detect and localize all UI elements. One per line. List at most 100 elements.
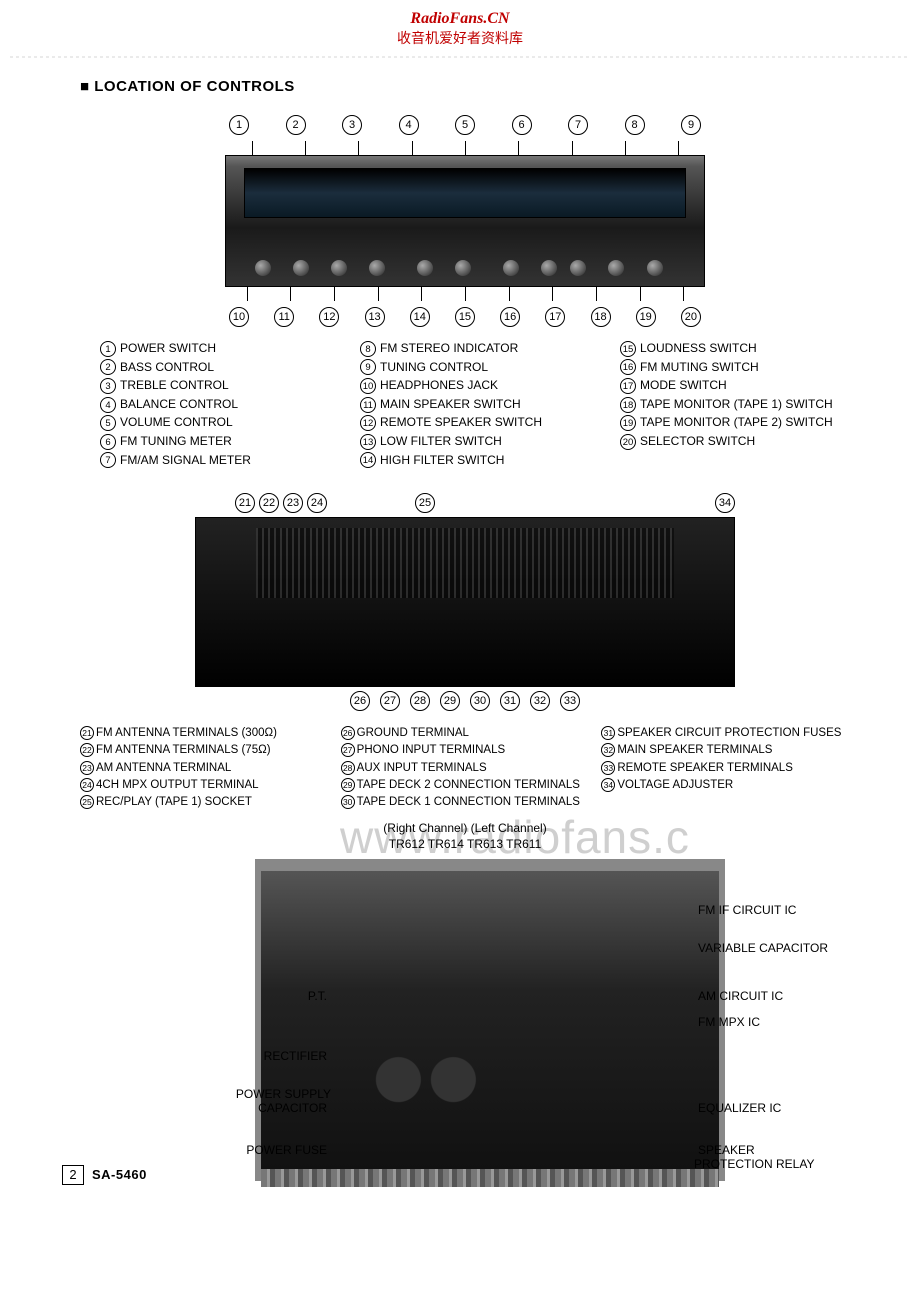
- legend-item-6: 6FM TUNING METER: [100, 432, 330, 451]
- legend-item-31: 31SPEAKER CIRCUIT PROTECTION FUSES: [601, 725, 850, 742]
- callout-31: 31: [500, 691, 520, 711]
- legend-item-32: 32MAIN SPEAKER TERMINALS: [601, 742, 850, 759]
- rear-legend-col3: 31SPEAKER CIRCUIT PROTECTION FUSES32MAIN…: [601, 725, 850, 811]
- knob: [369, 260, 385, 276]
- legend-item-10: 10HEADPHONES JACK: [360, 376, 590, 395]
- callout-3: 3: [342, 115, 362, 135]
- callout-33: 33: [560, 691, 580, 711]
- callout-32: 32: [530, 691, 550, 711]
- callout-20: 20: [681, 307, 701, 327]
- watermark-line2: 收音机爱好者资料库: [0, 28, 920, 48]
- callout-30: 30: [470, 691, 490, 711]
- legend-item-15: 15LOUDNESS SWITCH: [620, 339, 850, 358]
- legend-item-5: 5VOLUME CONTROL: [100, 413, 330, 432]
- legend-item-2: 2BASS CONTROL: [100, 358, 330, 377]
- internal-label: AM CIRCUIT IC: [694, 989, 783, 1003]
- callout-25: 25: [415, 493, 435, 513]
- front-lines-top: [225, 141, 705, 155]
- legend-item-3: 3TREBLE CONTROL: [100, 376, 330, 395]
- legend-item-17: 17MODE SWITCH: [620, 376, 850, 395]
- callout-2: 2: [286, 115, 306, 135]
- knob: [417, 260, 433, 276]
- internal-label: P.T.: [308, 989, 331, 1003]
- callout-8: 8: [625, 115, 645, 135]
- callout-14: 14: [410, 307, 430, 327]
- channel-labels: (Right Channel) (Left Channel) TR612 TR6…: [80, 821, 850, 852]
- front-lines-bottom: [225, 287, 705, 301]
- knob: [503, 260, 519, 276]
- legend-item-7: 7FM/AM SIGNAL METER: [100, 451, 330, 470]
- knob: [255, 260, 271, 276]
- knob: [293, 260, 309, 276]
- rear-legend: 21FM ANTENNA TERMINALS (300Ω)22FM ANTENN…: [80, 725, 850, 811]
- knob: [331, 260, 347, 276]
- legend-item-19: 19TAPE MONITOR (TAPE 2) SWITCH: [620, 413, 850, 432]
- divider: [10, 56, 910, 58]
- rear-vent: [256, 528, 674, 598]
- front-panel-photo: [225, 155, 705, 287]
- knob: [608, 260, 624, 276]
- legend-item-33: 33REMOTE SPEAKER TERMINALS: [601, 760, 850, 777]
- internal-label: SPEAKERPROTECTION RELAY: [694, 1143, 814, 1171]
- legend-item-20: 20SELECTOR SWITCH: [620, 432, 850, 451]
- callout-19: 19: [636, 307, 656, 327]
- front-legend: 1POWER SWITCH2BASS CONTROL3TREBLE CONTRO…: [100, 339, 850, 469]
- channel-labels-row2: TR612 TR614 TR613 TR611: [80, 837, 850, 853]
- callout-26: 26: [350, 691, 370, 711]
- legend-item-8: 8FM STEREO INDICATOR: [360, 339, 590, 358]
- dial-window: [244, 168, 686, 218]
- side-labels-right: FM IF CIRCUIT ICVARIABLE CAPACITORAM CIR…: [694, 871, 894, 1169]
- channel-labels-row1: (Right Channel) (Left Channel): [80, 821, 850, 837]
- knob: [455, 260, 471, 276]
- legend-item-34: 34VOLTAGE ADJUSTER: [601, 777, 850, 794]
- callout-21: 21: [235, 493, 255, 513]
- legend-item-14: 14HIGH FILTER SWITCH: [360, 451, 590, 470]
- watermark-line1: RadioFans.CN: [0, 10, 920, 28]
- internal-label: FM IF CIRCUIT IC: [694, 903, 796, 917]
- legend-item-21: 21FM ANTENNA TERMINALS (300Ω): [80, 725, 329, 742]
- callout-18: 18: [591, 307, 611, 327]
- callout-11: 11: [274, 307, 294, 327]
- page-number: 2: [62, 1165, 84, 1185]
- knob: [647, 260, 663, 276]
- callout-16: 16: [500, 307, 520, 327]
- callout-34: 34: [715, 493, 735, 513]
- legend-item-25: 25REC/PLAY (TAPE 1) SOCKET: [80, 794, 329, 811]
- section-title: LOCATION OF CONTROLS: [80, 78, 850, 95]
- callout-9: 9: [681, 115, 701, 135]
- legend-item-27: 27PHONO INPUT TERMINALS: [341, 742, 590, 759]
- legend-item-18: 18TAPE MONITOR (TAPE 1) SWITCH: [620, 395, 850, 414]
- internal-label: RECTIFIER: [264, 1049, 331, 1063]
- rear-panel-diagram: 212223242534 2627282930313233: [195, 493, 735, 711]
- callout-12: 12: [319, 307, 339, 327]
- legend-item-4: 4BALANCE CONTROL: [100, 395, 330, 414]
- model-number: SA-5460: [92, 1167, 147, 1182]
- front-legend-col1: 1POWER SWITCH2BASS CONTROL3TREBLE CONTRO…: [100, 339, 330, 469]
- page-body: LOCATION OF CONTROLS 123456789 101112131…: [0, 78, 920, 1211]
- legend-item-9: 9TUNING CONTROL: [360, 358, 590, 377]
- side-labels-left: P.T.RECTIFIERPOWER SUPPLYCAPACITORPOWER …: [171, 871, 331, 1169]
- callout-15: 15: [455, 307, 475, 327]
- callout-29: 29: [440, 691, 460, 711]
- callout-24: 24: [307, 493, 327, 513]
- legend-item-22: 22FM ANTENNA TERMINALS (75Ω): [80, 742, 329, 759]
- rear-legend-col1: 21FM ANTENNA TERMINALS (300Ω)22FM ANTENN…: [80, 725, 329, 811]
- knob: [570, 260, 586, 276]
- front-legend-col3: 15LOUDNESS SWITCH16FM MUTING SWITCH17MOD…: [620, 339, 850, 469]
- callout-7: 7: [568, 115, 588, 135]
- legend-item-30: 30TAPE DECK 1 CONNECTION TERMINALS: [341, 794, 590, 811]
- header-watermark: RadioFans.CN 收音机爱好者资料库: [0, 0, 920, 56]
- callout-13: 13: [365, 307, 385, 327]
- rear-panel-photo: [195, 517, 735, 687]
- legend-item-24: 244CH MPX OUTPUT TERMINAL: [80, 777, 329, 794]
- callout-6: 6: [512, 115, 532, 135]
- front-callouts-bottom: 1011121314151617181920: [229, 307, 701, 327]
- callout-22: 22: [259, 493, 279, 513]
- internal-label: EQUALIZER IC: [694, 1101, 781, 1115]
- rear-legend-col2: 26GROUND TERMINAL27PHONO INPUT TERMINALS…: [341, 725, 590, 811]
- internal-label: FM MPX IC: [694, 1015, 760, 1029]
- front-legend-col2: 8FM STEREO INDICATOR9TUNING CONTROL10HEA…: [360, 339, 590, 469]
- internal-view: P.T.RECTIFIERPOWER SUPPLYCAPACITORPOWER …: [180, 859, 820, 1181]
- callout-17: 17: [545, 307, 565, 327]
- page-footer: 2 SA-5460: [62, 1165, 147, 1185]
